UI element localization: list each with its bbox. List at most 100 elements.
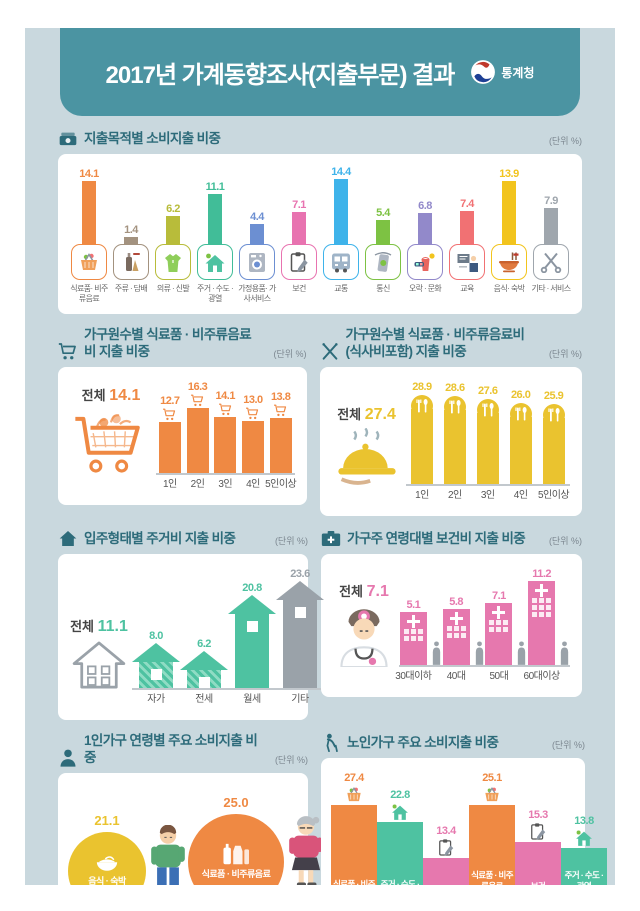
section-consumption-by-purpose: 지출목적별 소비지출 비중 (단위 %) 14.1 식료품· 비주류음료 1.4 주… [58,129,582,314]
bar [542,417,565,484]
section-header: 입주형태별 주거비 지출 비중 (단위 %) [58,529,308,548]
bar-label: 교육 [460,284,474,293]
bar-group: 26.0 4인 [509,389,533,501]
chart-card: 14.1 식료품· 비주류음료 1.4 주류 · 담배 6.2 의류 · 신발 11.… [58,154,582,314]
title-banner: 2017년 가계동향조사(지출부문) 결과 통계청 [60,28,580,116]
total-label: 전체 [339,583,364,599]
bar-group: 13.8 5인이상 [265,391,297,490]
bar-label: 보건 [515,881,561,885]
bar-group: 13.4 보건 [423,825,469,885]
bar [166,216,180,244]
total-value: 14.1 [109,386,141,404]
bar-chart: 전체 11.1 8.0 자가 6.2 전세 20.8 월세 23.6 기타 [66,564,324,712]
cross-icon [449,611,463,625]
bar-label: 자가 [147,693,165,705]
bar-chart: 전체 7.1 5.1 30대이하 5.8 40대 7.1 50대 11.2 60대이상 [329,564,574,689]
bar-value: 6.2 [166,203,180,215]
bar-value: 13.8 [574,814,594,827]
bubble-value: 25.0 [223,794,249,810]
bar-value: 28.9 [412,380,432,393]
bar: 주거 · 수도 · 광열 [377,821,423,885]
bus-icon [323,244,359,280]
roof [276,580,324,600]
row-housing-health: 입주형태별 주거비 지출 비중 (단위 %) 전체 11.1 8.0 자가 6.2… [58,516,582,720]
house-bar: 20.8 월세 [228,582,276,705]
category-column: 4.4 가정용품· 가사서비스 [236,211,278,306]
bar: 식료품 · 비주류음료 [331,804,377,885]
bar-label: 5인이상 [537,489,570,501]
section-header: 가구원수별 식료품 · 비주류음료비(식사비포함) 지출 비중 (단위 %) [320,327,582,361]
rice-bowl-icon [94,853,120,875]
chart-card: 전체 11.1 8.0 자가 6.2 전세 20.8 월세 23.6 기타 [58,553,324,720]
utensils-circle-icon [410,394,434,418]
window [150,668,162,680]
bar [82,181,96,244]
bar-chart: 14.1 식료품· 비주류음료 1.4 주류 · 담배 6.2 의류 · 신발 11.… [66,164,574,306]
category-column: 1.4 주류 · 담배 [110,224,152,306]
total-value: 7.1 [366,582,389,600]
unit-label: (단위 %) [273,348,307,359]
bar-group: 13.0 4인 [241,394,264,490]
unit-label: (단위 %) [548,136,582,146]
bar [186,407,209,473]
window [198,676,210,688]
bar-group: 28.6 2인 [443,382,467,501]
unit-label: (단위 %) [548,348,582,359]
basket-icon [344,785,364,804]
utensils-circle-icon [509,402,533,426]
bar [485,602,513,665]
bar [283,599,317,688]
bar-value: 7.9 [544,195,558,207]
page-title: 2017년 가계동향조사(지출부문) 결과 [105,61,456,89]
total-label: 전체 [337,406,362,422]
bar [124,237,138,244]
roof [180,650,228,670]
bar-label: 보건 [292,284,306,293]
utensils-circle-icon [443,395,467,419]
bar [544,208,558,244]
bar-label: 50대 [489,670,509,682]
bar-group: 25.9 5인이상 [538,390,570,501]
bar-group: 12.7 1인 [158,395,181,490]
section-title: 가구원수별 식료품 · 비주류음료비 지출 비중 [84,327,252,359]
window [294,606,306,618]
agency-logo: 통계청 [470,59,534,85]
fork-knife-icon [320,342,340,361]
bar-chart: 전체 14.1 12.7 1인 16.3 2인 14.1 3인 13.0 4인 13.8… [66,377,299,497]
bar: 보건 [515,841,561,885]
clipboard-icon [528,822,548,841]
age-group-30s: 21.1 음식 · 숙박 30대 [68,812,188,885]
building-bar: 7.1 50대 [485,590,513,682]
section-elderly-household: 노인가구 주요 소비지출 비중 (단위 %) 27.4 식료품 · 비주류음료 2… [321,720,607,885]
total-label: 전체 [81,387,106,403]
elderly-woman-figure [286,815,326,885]
bar-label: 30대이하 [395,670,432,682]
section-title: 노인가구 주요 소비지출 비중 [347,734,499,750]
young-man-figure [148,825,188,885]
person-icon [58,748,78,767]
bar-value: 8.0 [149,629,163,642]
bar-group: 14.1 3인 [214,390,237,490]
roof [132,642,180,662]
bar-label: 주류 · 담배 [114,284,148,293]
clipboard-icon [436,838,456,857]
grocery-bottles-icon [221,842,251,868]
medkit-icon [321,529,341,548]
total-block: 전체 11.1 [70,616,128,690]
row-food-expenditure: 가구원수별 식료품 · 비주류음료비 지출 비중 (단위 %) 전체 14.1 … [58,314,582,516]
section-title: 가구원수별 식료품 · 비주류음료비(식사비포함) 지출 비중 [345,327,525,359]
bar [502,181,516,244]
window [246,620,258,632]
washer-icon [239,244,275,280]
house-icon [58,529,78,548]
bars-area: 12.7 1인 16.3 2인 14.1 3인 13.0 4인 13.8 5인이상 [156,381,297,490]
bubble-value: 21.1 [94,812,120,828]
house-leaf-icon [390,802,410,821]
bar [139,661,173,688]
bar-label: 주거 · 수도 · 광열 [380,878,420,885]
section-housing-cost: 입주형태별 주거비 지출 비중 (단위 %) 전체 11.1 8.0 자가 6.2… [58,516,324,720]
cross-icon [535,583,549,597]
bar-group: 22.8 주거 · 수도 · 광열 [377,789,423,885]
